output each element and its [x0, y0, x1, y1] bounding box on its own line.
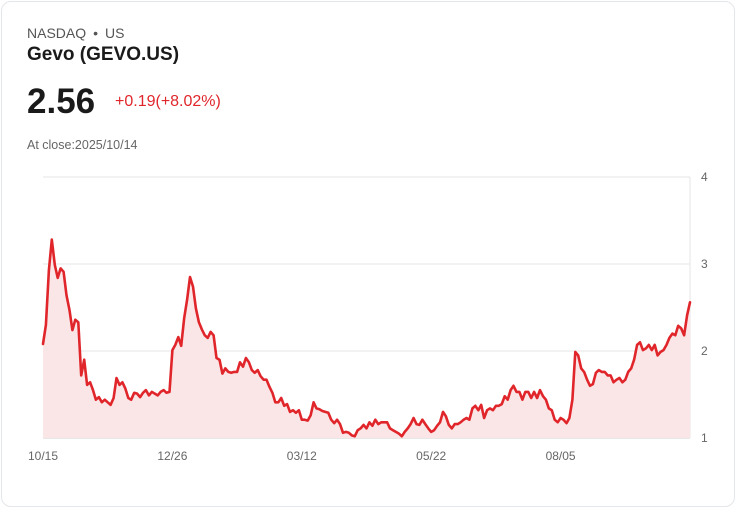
price-change: +0.19(+8.02%)	[115, 93, 221, 110]
x-tick-label: 05/22	[416, 449, 446, 463]
x-tick-label: 08/05	[546, 449, 576, 463]
exchange-line: NASDAQ • US	[27, 25, 124, 41]
x-tick-label: 10/15	[28, 449, 58, 463]
y-tick-label: 2	[701, 344, 708, 358]
x-tick-label: 03/12	[287, 449, 317, 463]
price-line	[41, 238, 692, 438]
y-tick-label: 3	[701, 257, 708, 271]
separator-dot: •	[93, 25, 99, 41]
exchange-name: NASDAQ	[27, 25, 87, 41]
region: US	[105, 25, 125, 41]
x-tick-label: 12/26	[157, 449, 187, 463]
y-tick-label: 1	[701, 431, 708, 445]
stock-title: Gevo (GEVO.US)	[27, 44, 180, 65]
y-tick-label: 4	[701, 170, 708, 184]
close-date: At close:2025/10/14	[27, 138, 138, 152]
price-area	[43, 239, 690, 438]
stock-price: 2.56	[27, 82, 96, 121]
